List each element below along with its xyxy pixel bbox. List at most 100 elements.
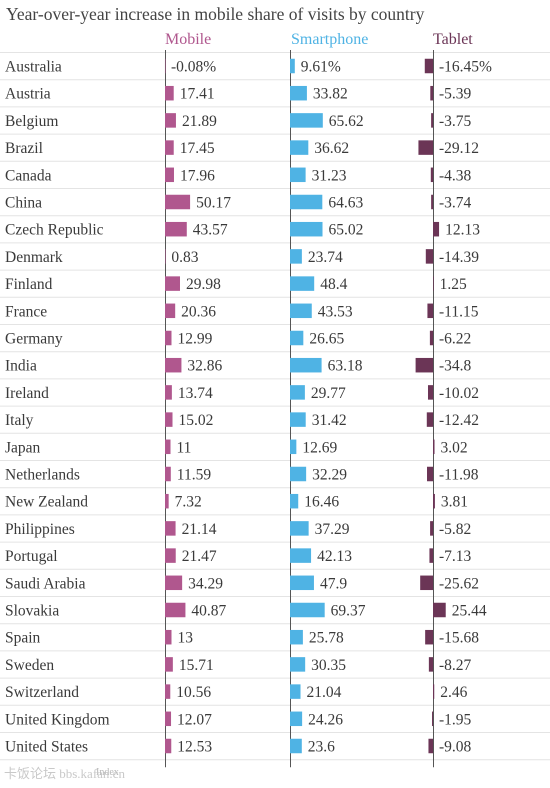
category-label: Italy	[5, 412, 34, 429]
value-label-smartphone: 42.13	[317, 548, 352, 565]
bar-smartphone	[290, 738, 302, 754]
value-label-smartphone: 30.35	[311, 657, 346, 674]
bar-tablet	[433, 276, 434, 291]
value-label-mobile: 13	[178, 630, 194, 647]
category-label: United Kingdom	[5, 711, 110, 728]
category-label: Spain	[5, 630, 41, 647]
bar-mobile	[165, 249, 166, 264]
value-label-tablet: -1.95	[439, 711, 472, 728]
value-label-tablet: -34.8	[439, 358, 472, 375]
value-label-smartphone: 16.46	[304, 494, 339, 511]
bar-tablet	[427, 385, 433, 400]
value-label-smartphone: 26.65	[309, 331, 344, 348]
value-label-smartphone: 48.4	[320, 276, 347, 293]
bar-tablet	[420, 575, 433, 591]
category-label: Denmark	[5, 249, 63, 266]
bar-smartphone	[290, 385, 305, 400]
category-label: Austria	[5, 86, 51, 103]
category-label: Australia	[5, 59, 62, 76]
bar-mobile	[165, 521, 176, 536]
bar-tablet	[431, 194, 433, 210]
bar-smartphone	[290, 276, 315, 291]
value-label-tablet: -4.38	[439, 167, 472, 184]
value-label-mobile: 11.59	[177, 467, 212, 484]
value-label-smartphone: 47.9	[320, 575, 347, 592]
bar-smartphone	[290, 521, 309, 536]
value-label-mobile: 12.99	[177, 331, 212, 348]
bar-tablet	[415, 357, 433, 373]
bar-mobile	[165, 439, 171, 455]
bar-smartphone	[290, 330, 304, 346]
bar-tablet	[426, 412, 433, 427]
bar-mobile	[165, 303, 176, 319]
value-label-mobile: 21.89	[182, 113, 217, 130]
value-label-tablet: -29.12	[439, 140, 479, 157]
category-label: India	[5, 358, 37, 375]
category-label: Brazil	[5, 140, 43, 157]
bar-tablet	[425, 249, 433, 264]
bar-mobile	[165, 493, 169, 509]
value-label-tablet: 3.81	[441, 494, 468, 511]
gridlines	[0, 52, 550, 761]
category-label: Czech Republic	[5, 222, 104, 239]
value-label-tablet: -12.42	[439, 412, 479, 429]
chart-title: Year-over-year increase in mobile share …	[6, 4, 425, 24]
value-label-mobile: -0.08%	[171, 59, 216, 76]
bar-mobile	[165, 113, 176, 128]
category-labels: Australia Austria Belgium Brazil Canada China…	[5, 59, 110, 756]
bar-tablet	[432, 711, 433, 727]
value-label-mobile: 21.47	[182, 548, 217, 565]
bar-smartphone	[290, 657, 306, 672]
bar-tablet	[428, 738, 433, 754]
bar-mobile	[165, 575, 183, 591]
value-label-smartphone: 64.63	[328, 195, 363, 212]
bar-tablet	[430, 521, 433, 536]
value-label-tablet: -3.75	[439, 113, 472, 130]
category-label: Germany	[5, 331, 63, 348]
value-label-tablet: -3.74	[439, 195, 472, 212]
bar-tablet	[433, 493, 435, 509]
bar-tablet	[430, 167, 433, 183]
source-note: Index	[96, 767, 119, 778]
value-label-tablet: -9.08	[439, 739, 472, 756]
category-label: Saudi Arabia	[5, 575, 86, 592]
bar-tablet	[433, 602, 446, 618]
value-label-smartphone: 63.18	[328, 358, 363, 375]
value-label-tablet: -11.98	[439, 467, 479, 484]
value-label-mobile: 20.36	[181, 303, 216, 320]
value-label-mobile: 21.14	[182, 521, 217, 538]
value-label-tablet: -5.82	[439, 521, 471, 538]
bar-tablet	[428, 657, 433, 672]
value-label-smartphone: 31.23	[312, 167, 347, 184]
series-header-tablet: Tablet	[433, 31, 473, 48]
bar-smartphone	[290, 357, 322, 373]
bar-smartphone	[290, 684, 301, 699]
value-label-mobile: 11	[177, 439, 192, 456]
category-label: China	[5, 195, 42, 212]
value-label-tablet: 25.44	[452, 603, 487, 620]
category-label: Portugal	[5, 548, 58, 565]
value-label-smartphone: 21.04	[307, 684, 342, 701]
bar-smartphone	[290, 439, 297, 455]
value-label-smartphone: 29.77	[311, 385, 346, 402]
value-label-tablet: -8.27	[439, 657, 472, 674]
bar-mobile	[165, 357, 182, 373]
value-label-smartphone: 9.61%	[301, 59, 341, 76]
bar-tablet	[429, 548, 433, 563]
value-label-smartphone: 23.6	[308, 739, 335, 756]
value-label-smartphone: 32.29	[312, 467, 347, 484]
value-label-smartphone: 65.02	[329, 222, 364, 239]
category-label: Sweden	[5, 657, 54, 674]
value-label-tablet: 2.46	[440, 684, 467, 701]
value-label-tablet: -16.45%	[439, 59, 492, 76]
bar-smartphone	[290, 412, 306, 427]
value-label-smartphone: 12.69	[302, 439, 337, 456]
bar-smartphone	[290, 140, 309, 155]
value-label-mobile: 13.74	[178, 385, 213, 402]
value-label-smartphone: 31.42	[312, 412, 347, 429]
watermark: 卡饭论坛 bbs.kafan.cn	[4, 766, 125, 781]
bar-tablet	[433, 221, 440, 237]
bar-mobile	[164, 58, 166, 74]
value-label-smartphone: 33.82	[313, 86, 348, 103]
